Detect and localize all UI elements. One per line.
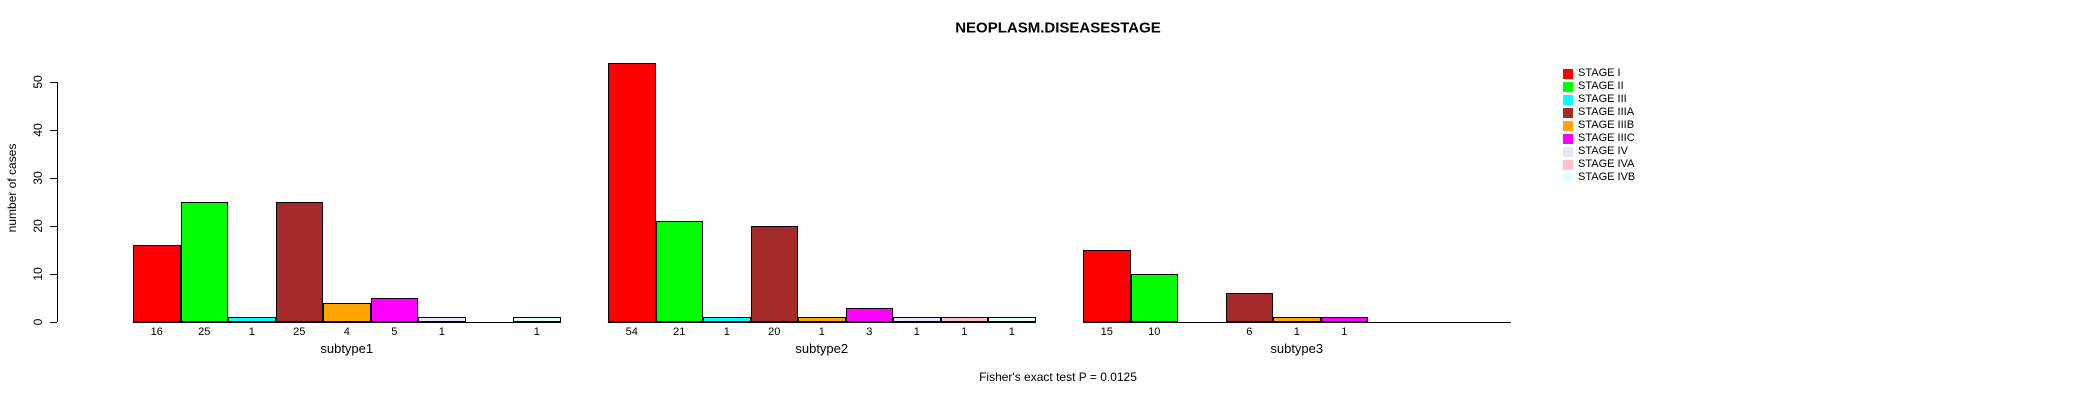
bar-stage-ivb-subtype2 xyxy=(988,317,1036,322)
y-axis xyxy=(57,82,58,322)
bar-value-label: 21 xyxy=(673,326,686,338)
legend-item-label: STAGE IV xyxy=(1578,145,1628,157)
legend-color-swatch xyxy=(1563,120,1573,131)
y-axis-tick-label: 10 xyxy=(31,267,45,281)
legend-item-label: STAGE IIIB xyxy=(1578,119,1635,131)
legend-color-swatch xyxy=(1563,94,1573,105)
legend-item: STAGE IVB xyxy=(1563,172,1635,183)
bar-stage-iiia-subtype3 xyxy=(1225,293,1273,322)
bar-stage-i-subtype3 xyxy=(1083,250,1131,322)
legend-item-label: STAGE III xyxy=(1578,93,1627,105)
bar-value-label: 16 xyxy=(150,326,163,338)
bar-value-label: 1 xyxy=(961,326,968,338)
bar-stage-ivb-subtype1 xyxy=(513,317,561,322)
legend-item-label: STAGE I xyxy=(1578,67,1621,79)
legend-color-swatch xyxy=(1563,107,1573,118)
legend-color-swatch xyxy=(1563,172,1573,183)
legend-item: STAGE I xyxy=(1563,68,1621,79)
y-axis-tick-label: 30 xyxy=(31,171,45,185)
x-axis-baseline xyxy=(608,322,1036,323)
bar-stage-i-subtype2 xyxy=(608,62,656,322)
bar-value-label: 1 xyxy=(248,326,255,338)
legend-color-swatch xyxy=(1563,146,1573,157)
footer-annotation: Fisher's exact test P = 0.0125 xyxy=(979,370,1137,384)
bar-stage-iii-subtype2 xyxy=(703,317,751,322)
y-axis-tick xyxy=(50,322,57,323)
x-axis-baseline xyxy=(1083,322,1511,323)
bar-value-label: 4 xyxy=(343,326,350,338)
bar-value-label: 25 xyxy=(293,326,306,338)
bar-stage-i-subtype1 xyxy=(133,245,181,322)
legend-item: STAGE IIIB xyxy=(1563,120,1634,131)
legend-item-label: STAGE IVA xyxy=(1578,158,1635,170)
legend-item: STAGE IV xyxy=(1563,146,1628,157)
bar-stage-ii-subtype1 xyxy=(180,202,228,322)
x-axis-group-label: subtype1 xyxy=(320,341,374,356)
x-axis-baseline xyxy=(133,322,561,323)
bar-value-label: 25 xyxy=(198,326,211,338)
bar-value-label: 1 xyxy=(723,326,730,338)
bar-stage-iiic-subtype1 xyxy=(370,298,418,322)
bar-stage-iiib-subtype1 xyxy=(323,302,371,322)
bar-value-label: 3 xyxy=(866,326,873,338)
bar-stage-ii-subtype2 xyxy=(655,221,703,322)
bar-value-label: 54 xyxy=(625,326,638,338)
bar-value-label: 6 xyxy=(1246,326,1253,338)
bar-value-label: 1 xyxy=(533,326,540,338)
y-axis-tick-label: 20 xyxy=(31,219,45,233)
bar-stage-iii-subtype1 xyxy=(228,317,276,322)
bar-stage-ii-subtype3 xyxy=(1130,274,1178,322)
legend-item-label: STAGE IVB xyxy=(1578,171,1636,183)
y-axis-tick xyxy=(50,178,57,179)
bar-value-label: 20 xyxy=(768,326,781,338)
legend-item-label: STAGE II xyxy=(1578,80,1624,92)
legend-color-swatch xyxy=(1563,133,1573,144)
bar-stage-iv-subtype1 xyxy=(418,317,466,322)
y-axis-tick xyxy=(50,130,57,131)
legend-item: STAGE III xyxy=(1563,94,1627,105)
y-axis-tick-label: 50 xyxy=(31,75,45,89)
bar-value-label: 1 xyxy=(1008,326,1015,338)
legend-item: STAGE IVA xyxy=(1563,159,1634,170)
bar-stage-iiib-subtype3 xyxy=(1273,317,1321,322)
chart-title: NEOPLASM.DISEASESTAGE xyxy=(955,19,1161,37)
bar-stage-iv-subtype2 xyxy=(893,317,941,322)
bar-value-label: 1 xyxy=(913,326,920,338)
bar-stage-iiia-subtype1 xyxy=(275,202,323,322)
bar-stage-iiib-subtype2 xyxy=(798,317,846,322)
legend-item-label: STAGE IIIA xyxy=(1578,106,1635,118)
legend-color-swatch xyxy=(1563,81,1573,92)
legend-item-label: STAGE IIIC xyxy=(1578,132,1635,144)
legend-color-swatch xyxy=(1563,68,1573,79)
bar-stage-iva-subtype2 xyxy=(940,317,988,322)
legend-color-swatch xyxy=(1563,159,1573,170)
bar-value-label: 1 xyxy=(1341,326,1348,338)
y-axis-tick xyxy=(50,82,57,83)
bar-value-label: 1 xyxy=(1293,326,1300,338)
legend-item: STAGE II xyxy=(1563,81,1624,92)
x-axis-group-label: subtype2 xyxy=(795,341,849,356)
x-axis-group-label: subtype3 xyxy=(1270,341,1324,356)
bar-value-label: 10 xyxy=(1148,326,1161,338)
bar-value-label: 1 xyxy=(818,326,825,338)
legend-item: STAGE IIIA xyxy=(1563,107,1634,118)
legend-item: STAGE IIIC xyxy=(1563,133,1635,144)
bar-stage-iiic-subtype2 xyxy=(845,307,893,322)
y-axis-tick xyxy=(50,274,57,275)
y-axis-tick-label: 0 xyxy=(31,318,45,326)
y-axis-tick-label: 40 xyxy=(31,123,45,137)
y-axis-tick xyxy=(50,226,57,227)
bar-value-label: 5 xyxy=(391,326,398,338)
bar-stage-iiic-subtype3 xyxy=(1320,317,1368,322)
bar-value-label: 15 xyxy=(1100,326,1113,338)
bar-stage-iiia-subtype2 xyxy=(750,226,798,322)
bar-value-label: 1 xyxy=(438,326,445,338)
